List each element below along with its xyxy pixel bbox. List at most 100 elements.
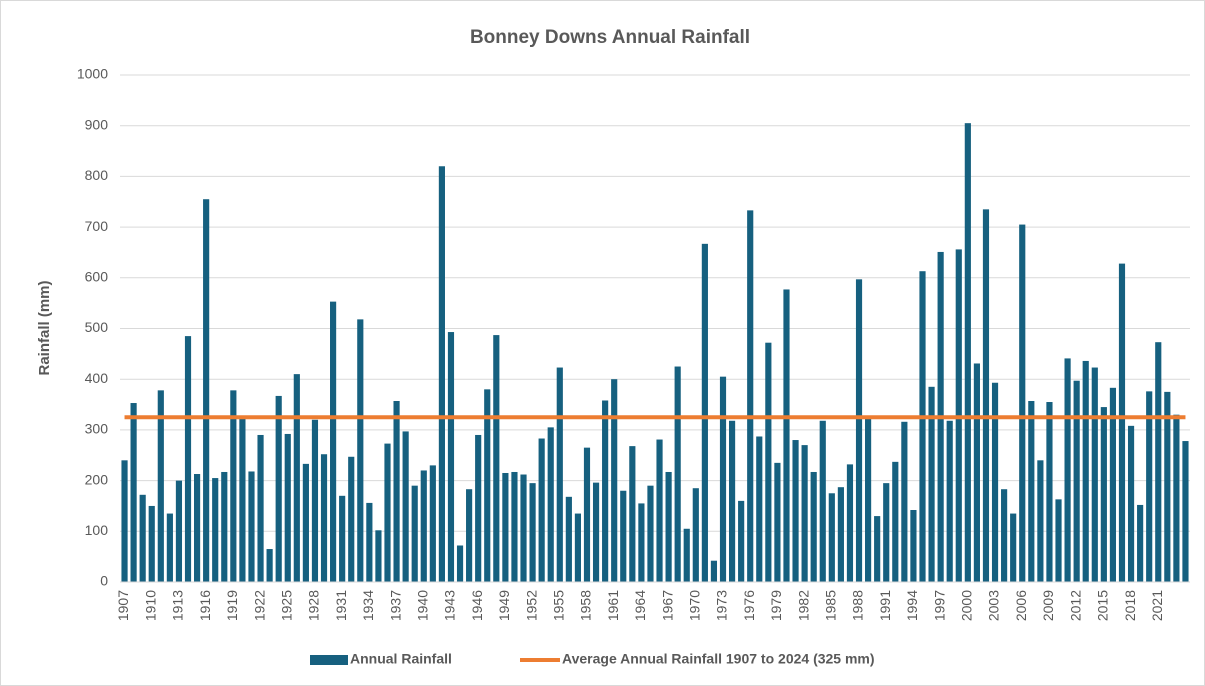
y-tick-label: 800 [85,167,109,183]
bar [157,390,164,582]
bar [429,465,436,582]
bar [574,513,582,582]
bar [855,279,863,582]
x-tick-label: 2006 [1013,590,1029,621]
bar [212,478,219,582]
bar [1073,380,1080,582]
x-tick-label: 1946 [469,590,485,621]
bar [846,464,854,582]
bar [964,123,971,582]
bar [139,494,146,582]
x-tick-label: 1934 [360,590,376,621]
x-tick-label: 1991 [877,590,893,621]
bar [475,434,482,582]
bar [175,480,183,582]
bar [511,471,518,582]
bar [892,461,899,582]
bar [728,420,736,582]
bar [203,199,210,582]
bar [1146,391,1153,582]
x-tick-label: 1931 [333,590,349,621]
bar [1046,402,1053,582]
bar [1037,460,1044,582]
bar [774,462,781,582]
bar [638,503,645,582]
bar [330,301,337,582]
bar [1182,441,1189,582]
bar [592,482,600,582]
bar [456,545,464,582]
bar [674,366,681,582]
bar [946,420,953,582]
legend-swatch [310,655,348,665]
bar [493,335,500,582]
bar [874,516,881,582]
bar [801,445,808,582]
x-tick-label: 1925 [278,590,294,621]
bar [828,493,835,582]
x-tick-label: 1982 [795,590,811,621]
x-tick-label: 1949 [496,590,512,621]
bar [928,386,935,582]
y-tick-label: 600 [85,269,109,285]
bar [556,367,563,582]
bar [1064,358,1071,582]
y-tick-label: 900 [85,116,109,132]
bar [719,376,727,582]
bar [339,495,346,582]
bar [611,379,618,582]
bar [738,500,745,582]
y-axis-label: Rainfall (mm) [36,280,53,375]
bar [1082,360,1089,582]
bar [565,496,572,582]
x-tick-label: 1973 [714,590,730,621]
x-tick-label: 1961 [605,590,621,621]
bar [982,209,990,583]
bar [783,289,790,582]
bar [420,470,427,582]
bar [583,447,591,582]
bar [701,243,708,582]
bar [393,401,400,582]
bar [747,210,754,582]
bar [121,460,128,582]
bar [973,363,980,582]
bar [311,419,319,582]
bar [665,471,672,582]
y-tick-label: 200 [85,471,109,487]
x-tick-label: 1919 [224,590,240,621]
legend-label: Annual Rainfall [350,651,452,667]
x-tick-label: 1928 [306,590,322,621]
bar [710,560,718,582]
x-tick-label: 1907 [115,590,131,621]
bar [520,474,527,582]
bar [239,417,246,582]
bar [275,395,282,582]
bar [656,439,663,582]
bar [230,390,237,582]
bar [130,403,137,582]
bar [1164,391,1171,582]
x-tick-label: 1994 [904,590,920,621]
bar [810,471,817,582]
bar [366,502,373,582]
x-tick-label: 1958 [578,590,594,621]
x-tick-label: 2003 [986,590,1002,621]
bar [357,319,364,582]
bar [438,166,445,582]
x-tick-label: 2018 [1122,590,1138,621]
bar [837,487,844,582]
bar [1001,489,1008,582]
x-tick-label: 1988 [850,590,866,621]
y-tick-label: 700 [85,218,109,234]
bar [1010,513,1017,582]
bar [910,510,917,582]
bar [547,427,554,582]
x-tick-label: 1976 [741,590,757,621]
bar [1055,499,1062,582]
bar [293,374,300,582]
x-tick-label: 1997 [931,590,947,621]
x-tick-label: 1970 [687,590,703,621]
x-tick-label: 1916 [197,590,213,621]
bar [1155,342,1162,582]
